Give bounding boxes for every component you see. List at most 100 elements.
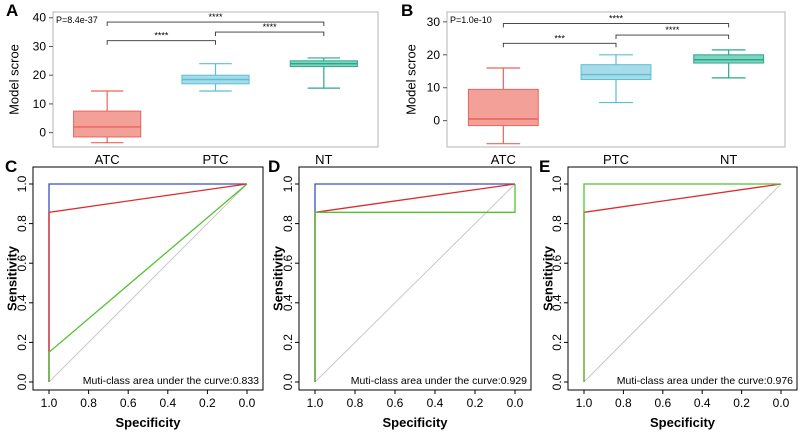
significance-label: **** bbox=[154, 31, 169, 41]
plot-frame bbox=[52, 11, 379, 148]
y-axis-label: Model scroe bbox=[6, 44, 21, 115]
box-body bbox=[580, 64, 652, 81]
box-atc bbox=[73, 90, 142, 144]
x-tick-label: 0.4 bbox=[427, 396, 444, 410]
panel-letter-d: D bbox=[268, 157, 280, 176]
x-tick-label: 0.4 bbox=[694, 396, 711, 410]
x-tick-label: 0.8 bbox=[615, 396, 632, 410]
plot-frame bbox=[32, 166, 264, 391]
y-tick-label: 0.8 bbox=[550, 215, 564, 232]
auc-annotation: Muti-class area under the curve:0.929 bbox=[351, 375, 527, 387]
roc-curve-green bbox=[314, 184, 516, 382]
box-ptc bbox=[580, 54, 652, 104]
x-tick-label: 0.0 bbox=[239, 396, 256, 410]
y-axis-label: Sensitivity bbox=[4, 245, 19, 311]
significance-bracket: **** bbox=[215, 22, 325, 37]
significance-label: **** bbox=[208, 12, 223, 22]
category-label-atc: ATC bbox=[95, 152, 120, 167]
x-tick-label: 0.6 bbox=[120, 396, 137, 410]
y-tick-label: 0.2 bbox=[550, 334, 564, 351]
x-tick-label: 0.0 bbox=[507, 396, 524, 410]
y-tick-label: 10 bbox=[33, 97, 47, 111]
p-value-label: P=8.4e-37 bbox=[56, 15, 98, 25]
y-tick-label: 0.8 bbox=[15, 215, 29, 232]
y-tick-label: 0.8 bbox=[281, 215, 295, 232]
y-tick-label: 0 bbox=[433, 114, 440, 128]
roc-curve-red bbox=[48, 183, 248, 382]
x-tick-label: 1.0 bbox=[307, 396, 324, 410]
y-axis-label: Model scroe bbox=[403, 44, 418, 115]
panel-a: A 0 10 20 30 40 Model scroe P=8.4e-37 ATC PTC NT **… bbox=[6, 1, 379, 167]
category-label-atc: ATC bbox=[491, 152, 516, 167]
y-tick-label: 1.0 bbox=[281, 175, 295, 192]
bracket-line bbox=[215, 31, 325, 37]
y-tick-label: 0.0 bbox=[281, 373, 295, 390]
y-tick-label: 0 bbox=[39, 126, 46, 140]
y-tick-label: 40 bbox=[33, 11, 47, 25]
panel-c: C 0.0 0.2 0.4 0.6 0.8 1.0 1.0 0.8 0.6 0.4 0.2 0.0 Spe… bbox=[4, 157, 264, 430]
box-body bbox=[693, 54, 765, 64]
diagonal-reference-line bbox=[583, 183, 782, 383]
panel-d: D 0.0 0.2 0.4 0.6 0.8 1.0 1.0 0.8 0.6 0.4 0.2 0.0 Spe… bbox=[268, 157, 532, 430]
x-tick-label: 0.6 bbox=[387, 396, 404, 410]
significance-label: **** bbox=[263, 22, 278, 32]
panel-letter-a: A bbox=[6, 1, 18, 20]
significance-bracket: **** bbox=[106, 12, 325, 27]
box-ptc bbox=[181, 63, 250, 92]
significance-bracket: **** bbox=[502, 14, 730, 28]
x-axis-label: Specificity bbox=[115, 415, 181, 430]
y-tick-label: 0.6 bbox=[550, 255, 564, 272]
significance-label: **** bbox=[609, 14, 624, 24]
x-tick-label: 0.2 bbox=[733, 396, 750, 410]
diagonal-reference-line bbox=[48, 183, 248, 383]
x-tick-label: 1.0 bbox=[41, 396, 58, 410]
plot-frame bbox=[567, 166, 798, 391]
significance-bracket: **** bbox=[615, 25, 730, 40]
bracket-line bbox=[502, 23, 730, 28]
significance-label: *** bbox=[554, 33, 565, 43]
diagonal-reference-line bbox=[314, 183, 516, 383]
box-nt bbox=[693, 49, 765, 79]
p-value-label: P=1.0e-10 bbox=[450, 15, 492, 25]
x-tick-label: 1.0 bbox=[576, 396, 593, 410]
y-tick-label: 20 bbox=[33, 68, 47, 82]
x-axis-label: Specificity bbox=[650, 415, 716, 430]
y-tick-label: 0.0 bbox=[15, 373, 29, 390]
significance-bracket: *** bbox=[502, 33, 617, 48]
panel-letter-b: B bbox=[401, 1, 413, 20]
roc-curve-green bbox=[583, 183, 781, 382]
x-tick-label: 0.0 bbox=[773, 396, 790, 410]
y-axis-label: Sensitivity bbox=[270, 245, 285, 311]
y-tick-label: 0.0 bbox=[550, 373, 564, 390]
y-tick-label: 1.0 bbox=[15, 175, 29, 192]
plot-frame bbox=[298, 166, 532, 391]
y-tick-label: 0.4 bbox=[550, 294, 564, 311]
auc-annotation: Muti-class area under the curve:0.833 bbox=[83, 375, 259, 387]
category-label-nt: NT bbox=[720, 152, 737, 167]
y-tick-label: 0.4 bbox=[15, 294, 29, 311]
bracket-line bbox=[106, 40, 216, 45]
panel-letter-c: C bbox=[5, 157, 17, 176]
bracket-line bbox=[615, 34, 730, 40]
plot-frame bbox=[446, 11, 786, 148]
y-tick-label: 0.2 bbox=[15, 334, 29, 351]
significance-label: **** bbox=[665, 25, 680, 35]
category-label-ptc: PTC bbox=[603, 152, 629, 167]
box-nt bbox=[289, 57, 358, 89]
x-tick-label: 0.6 bbox=[654, 396, 671, 410]
y-tick-label: 0.2 bbox=[281, 334, 295, 351]
y-tick-label: 0.6 bbox=[15, 255, 29, 272]
box-body bbox=[73, 110, 142, 138]
y-tick-label: 10 bbox=[427, 81, 441, 95]
box-atc bbox=[467, 67, 539, 145]
panel-letter-e: E bbox=[539, 157, 550, 176]
x-tick-label: 0.8 bbox=[80, 396, 97, 410]
y-tick-label: 0.4 bbox=[281, 294, 295, 311]
category-label-ptc: PTC bbox=[203, 152, 229, 167]
y-axis-label: Sensitivity bbox=[540, 245, 555, 311]
x-tick-label: 0.8 bbox=[347, 396, 364, 410]
x-tick-label: 0.4 bbox=[159, 396, 176, 410]
y-tick-label: 1.0 bbox=[550, 175, 564, 192]
